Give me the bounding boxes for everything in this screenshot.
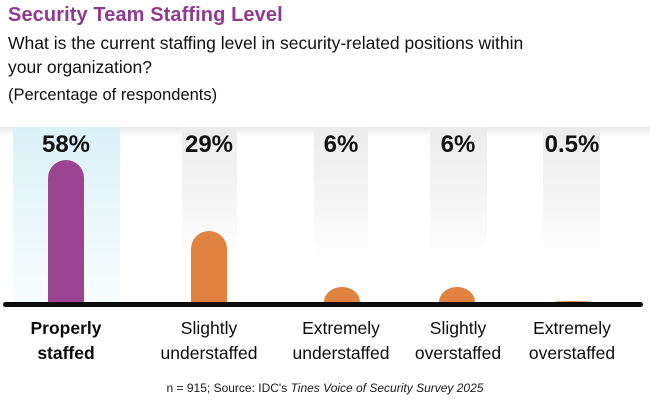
unit-note: (Percentage of respondents) bbox=[8, 86, 218, 104]
page-title: Security Team Staffing Level bbox=[8, 4, 283, 26]
bar-slightly-overstaffed bbox=[439, 287, 475, 302]
column-background bbox=[543, 127, 600, 302]
source-note-plain: n = 915; Source: IDC's bbox=[166, 381, 291, 395]
column-background bbox=[314, 127, 368, 302]
subtitle-line-2: your organization? bbox=[8, 57, 152, 77]
x-axis-baseline bbox=[3, 302, 643, 307]
value-label: 6% bbox=[440, 131, 476, 158]
bar-properly-staffed bbox=[48, 160, 84, 302]
bar-extremely-understaffed bbox=[324, 287, 360, 302]
bar-slightly-understaffed bbox=[191, 231, 227, 302]
value-label: 0.5% bbox=[544, 131, 600, 158]
bar-extremely-overstaffed bbox=[554, 301, 590, 302]
category-label: Extremely understaffed bbox=[292, 318, 390, 363]
subtitle-line-1: What is the current staffing level in se… bbox=[8, 33, 524, 53]
category-label: Slightly understaffed bbox=[160, 318, 258, 363]
source-note: n = 915; Source: IDC's Tines Voice of Se… bbox=[0, 381, 650, 395]
value-label: 6% bbox=[323, 131, 359, 158]
category-label: Properly staffed bbox=[30, 318, 102, 363]
value-label: 29% bbox=[184, 131, 234, 158]
category-label: Extremely overstaffed bbox=[528, 318, 616, 363]
source-note-survey-name: Tines Voice of Security Survey 2025 bbox=[290, 381, 484, 395]
value-label: 58% bbox=[41, 131, 91, 158]
column-background bbox=[430, 127, 487, 302]
chart-subtitle: What is the current staffing level in se… bbox=[8, 31, 628, 79]
category-label: Slightly overstaffed bbox=[414, 318, 502, 363]
